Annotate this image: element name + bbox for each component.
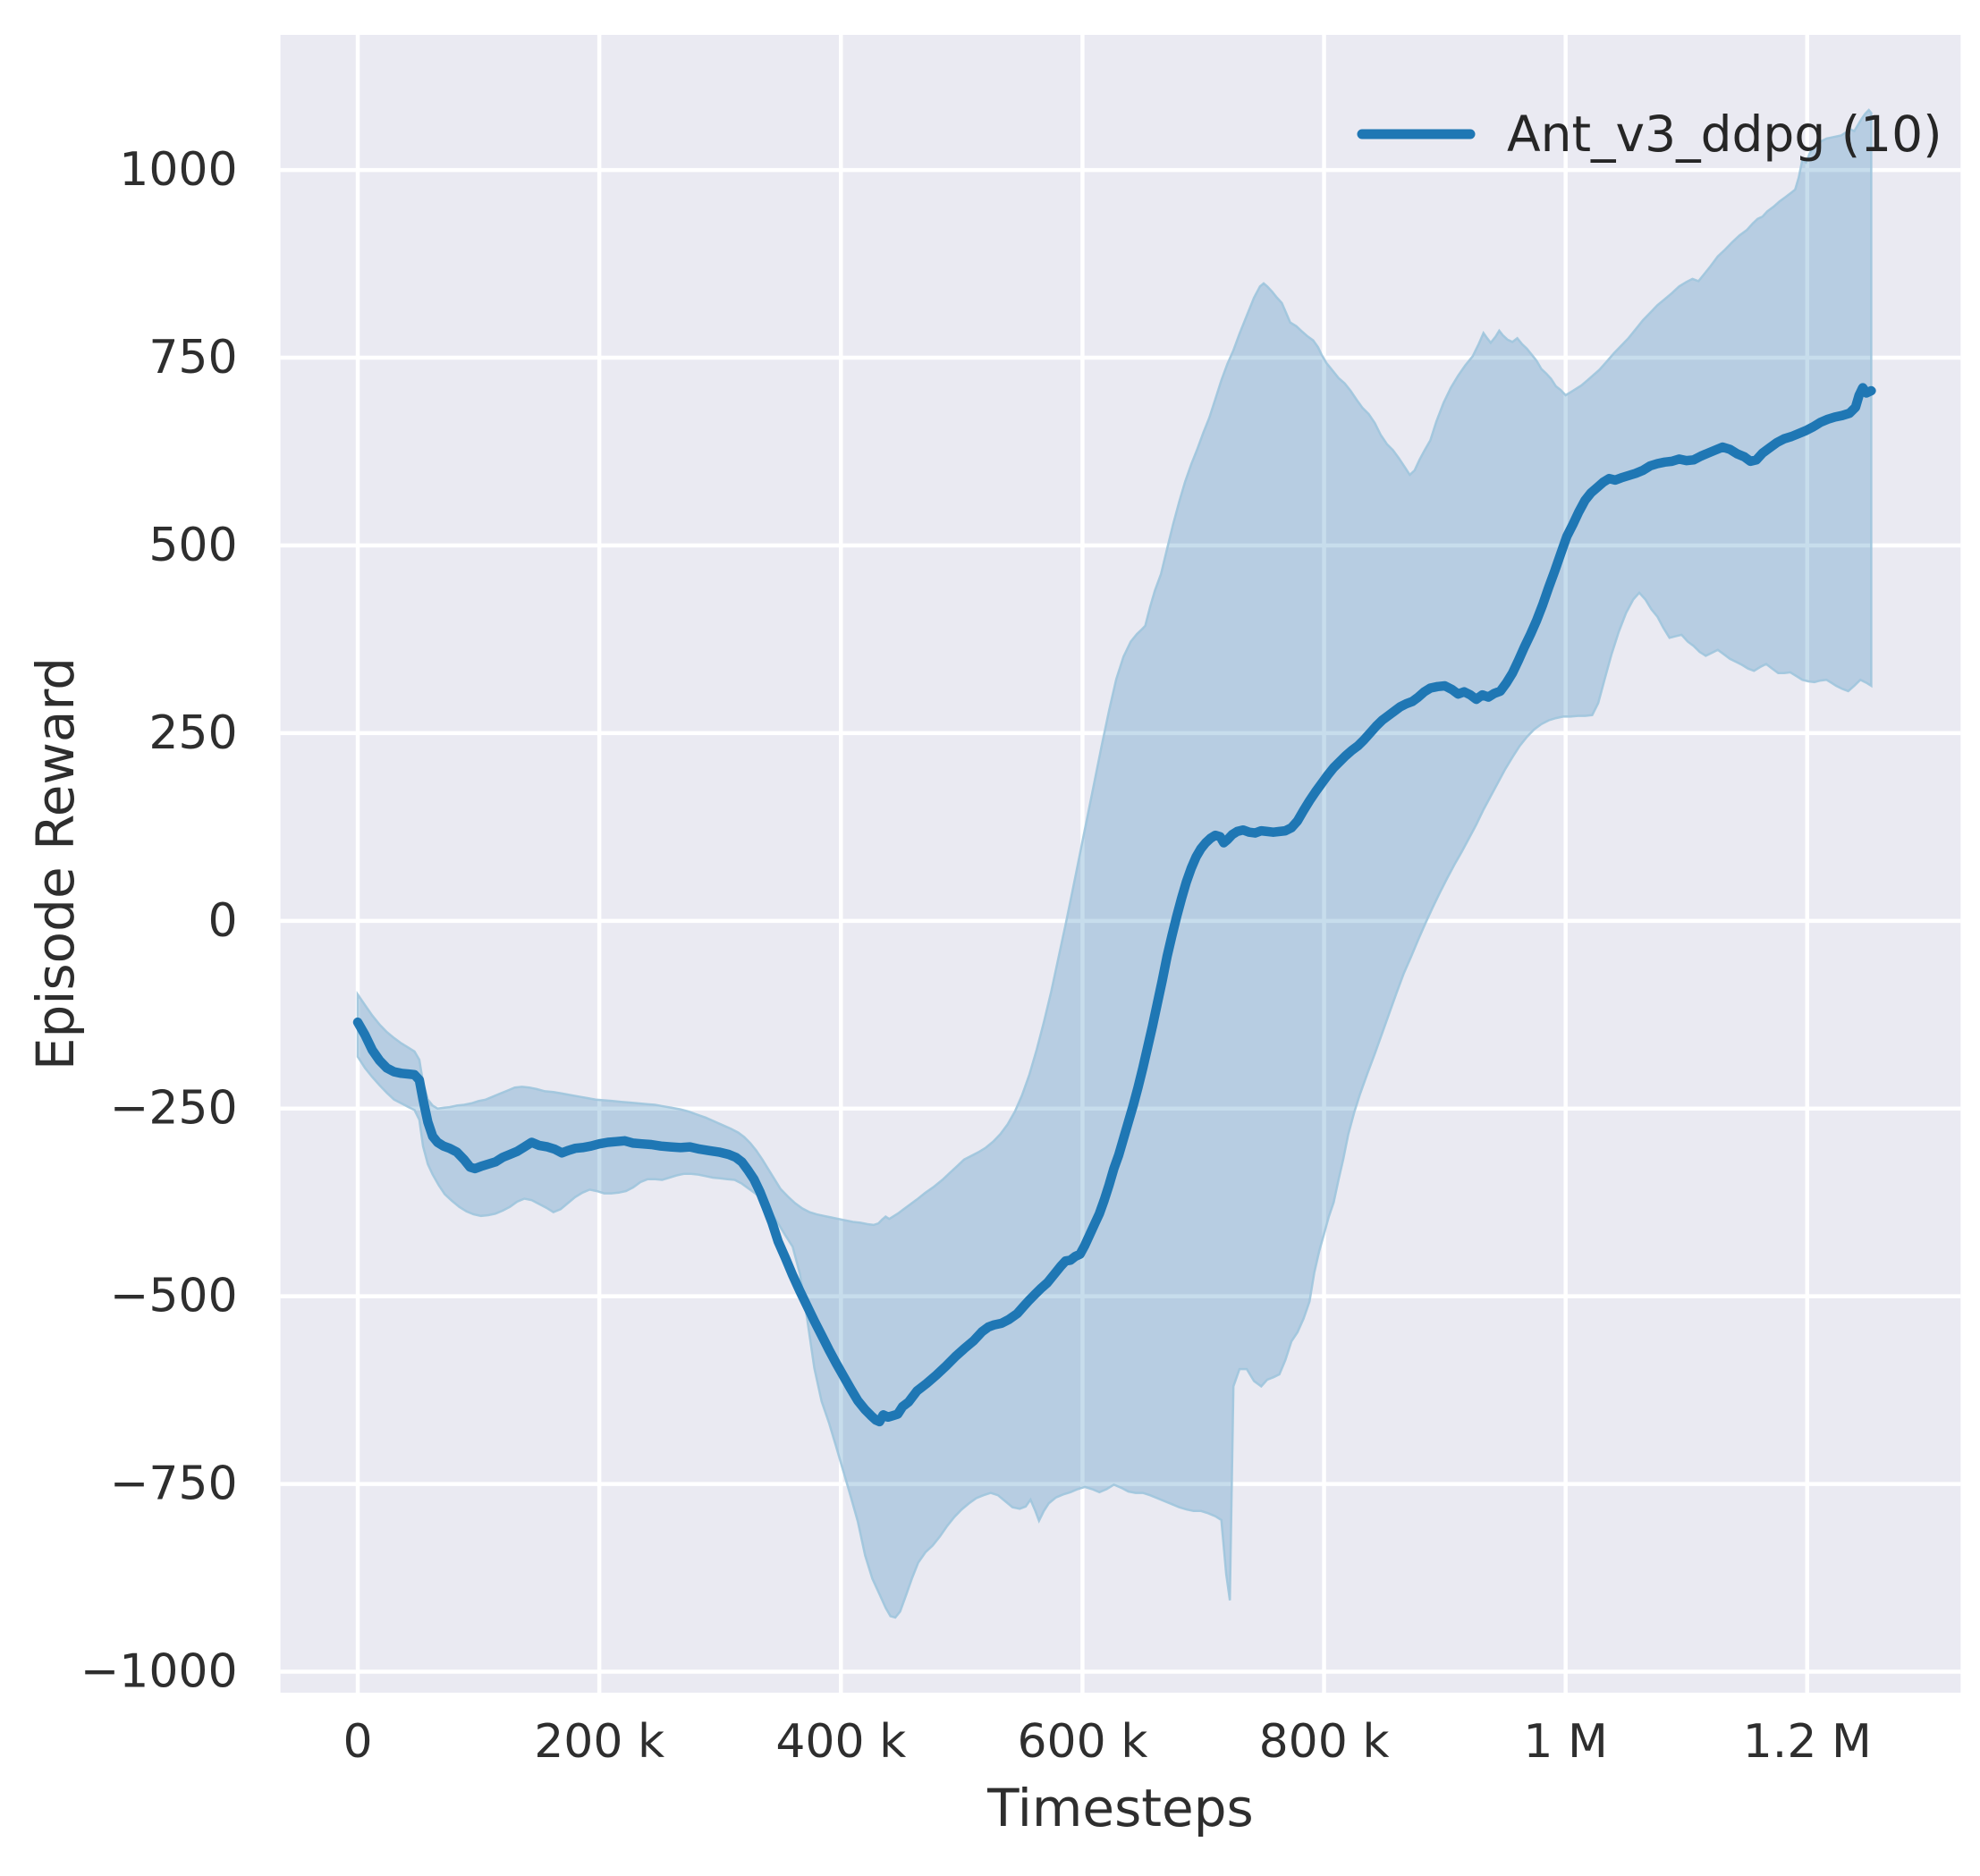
y-tick-label: −750	[110, 1458, 238, 1511]
y-tick-label: −250	[110, 1082, 238, 1136]
x-tick-label: 0	[343, 1715, 372, 1769]
legend: Ant_v3_ddpg (10)	[1357, 106, 1942, 163]
y-tick-label: −500	[110, 1270, 238, 1323]
confidence-band	[358, 110, 1872, 1618]
legend-label: Ant_v3_ddpg (10)	[1507, 106, 1942, 163]
grid-lines	[280, 35, 1961, 1693]
confidence-band-edge	[356, 108, 1873, 1619]
x-axis-tick-labels: 0 200 k 400 k 600 k 800 k 1 M 1.2 M	[343, 1715, 1871, 1769]
x-axis-label: Timesteps	[986, 1778, 1254, 1838]
y-tick-label: 250	[148, 706, 237, 760]
y-tick-label: 0	[208, 894, 238, 948]
y-axis-tick-labels: 1000 750 500 250 0 −250 −500 −750 −1000	[80, 143, 238, 1698]
y-tick-label: 750	[148, 331, 237, 384]
x-tick-label: 200 k	[534, 1715, 664, 1769]
y-tick-label: 500	[148, 519, 237, 572]
y-tick-label: −1000	[80, 1644, 238, 1698]
x-tick-label: 1 M	[1523, 1715, 1607, 1769]
plot-area	[280, 35, 1961, 1693]
x-tick-label: 400 k	[775, 1715, 906, 1769]
y-tick-label: 1000	[119, 143, 237, 197]
x-tick-label: 600 k	[1017, 1715, 1147, 1769]
y-axis-label: Episode Reward	[25, 657, 86, 1070]
x-tick-label: 800 k	[1259, 1715, 1390, 1769]
series-line	[352, 383, 1876, 1427]
x-tick-label: 1.2 M	[1743, 1715, 1872, 1769]
